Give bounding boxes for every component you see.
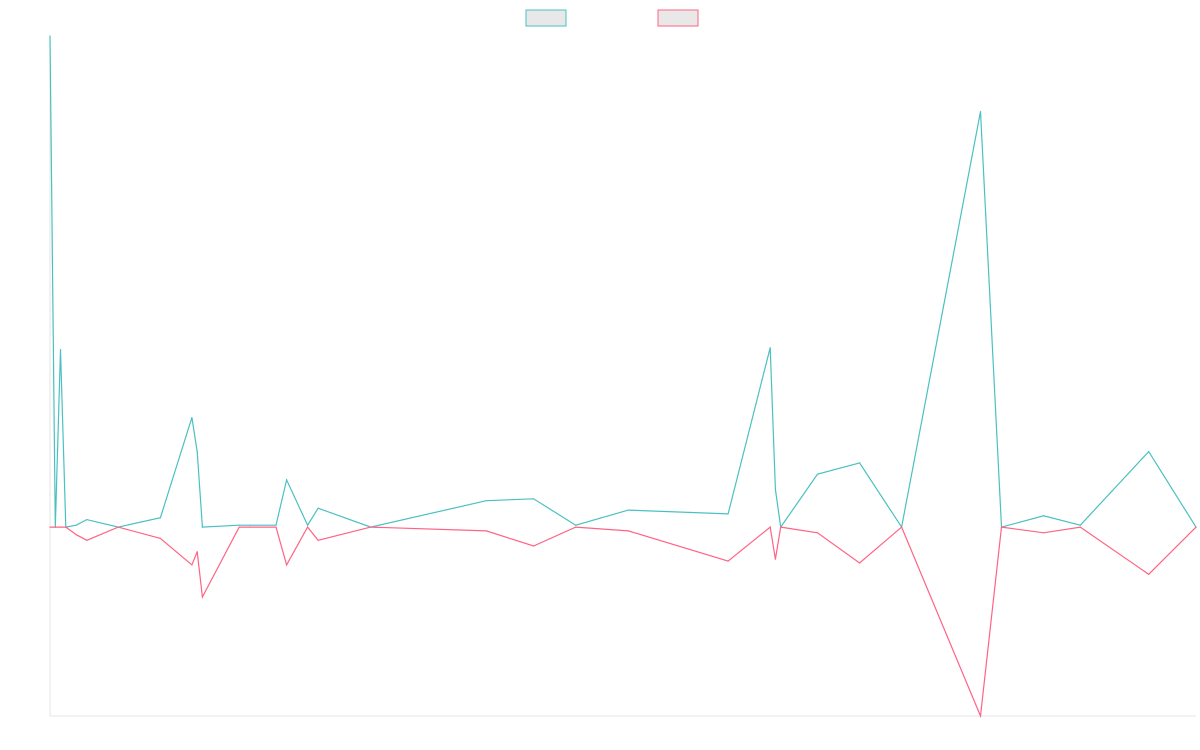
- series-2-point: [191, 564, 193, 566]
- legend[interactable]: [525, 9, 699, 27]
- series-2-point: [59, 526, 62, 528]
- series-2-point: [533, 545, 535, 547]
- series-2-point: [859, 562, 861, 564]
- series-1-point: [238, 524, 240, 526]
- series-1-point: [533, 498, 535, 500]
- series-2-point: [275, 526, 277, 528]
- series-1-point: [75, 524, 77, 526]
- series-2-point: [774, 558, 777, 560]
- series-2-point: [286, 564, 288, 566]
- series-1-point: [1148, 451, 1150, 453]
- series-2-point: [86, 539, 88, 541]
- series-2-point: [727, 560, 729, 562]
- series-2: [49, 525, 1197, 719]
- series-1-point: [191, 417, 193, 419]
- series-2-point: [54, 526, 56, 528]
- series-1: [49, 35, 1197, 529]
- series-1-point: [485, 500, 487, 502]
- series-1-point: [816, 473, 819, 475]
- legend-swatch-1[interactable]: [525, 9, 567, 27]
- series-1-point: [201, 526, 203, 528]
- legend-swatch-2[interactable]: [657, 9, 699, 27]
- series-2-point: [370, 526, 372, 528]
- plot-area: [49, 35, 1197, 719]
- series-1-point: [275, 524, 277, 526]
- series-1-line: [49, 35, 1197, 529]
- series-1-point: [317, 507, 319, 509]
- series-1-point: [307, 524, 309, 526]
- series-1-point: [159, 517, 161, 519]
- series-1-point: [249, 524, 251, 526]
- axes: [49, 36, 1196, 717]
- series-1-point: [627, 509, 629, 511]
- series-2-line: [50, 525, 1197, 719]
- series-2-point: [485, 530, 487, 532]
- series-2-point: [196, 551, 198, 553]
- series-2-point: [769, 526, 771, 528]
- series-1-point: [727, 513, 729, 515]
- series-2-point: [159, 537, 161, 540]
- series-2-point: [317, 539, 319, 541]
- series-2-point: [901, 526, 903, 528]
- series-2-point: [249, 526, 251, 528]
- series-1-point: [1043, 515, 1045, 517]
- series-2-point: [780, 526, 782, 528]
- series-1-point: [859, 462, 861, 464]
- series-2-point: [1043, 532, 1045, 534]
- series-2-point: [1195, 526, 1197, 528]
- series-1-point: [575, 524, 577, 526]
- series-1-point: [979, 111, 982, 113]
- series-2-point: [238, 526, 240, 528]
- series-2-point: [575, 526, 577, 528]
- series-2-point: [75, 534, 77, 536]
- series-1-point: [59, 349, 62, 351]
- series-2-point: [1079, 526, 1081, 528]
- series-2-point: [816, 532, 819, 534]
- series-2-point: [979, 715, 982, 717]
- series-1-point: [86, 519, 88, 521]
- series-2-point: [117, 526, 119, 528]
- series-1-point: [774, 488, 777, 490]
- series-1-point: [49, 35, 51, 37]
- series-2-point: [627, 530, 629, 532]
- series-2-point: [1000, 526, 1003, 528]
- series-1-point: [1079, 524, 1081, 526]
- series-2-point: [49, 526, 51, 528]
- series-2-point: [307, 526, 309, 528]
- series-2-point: [1148, 573, 1150, 575]
- series-1-point: [769, 347, 771, 349]
- series-1-point: [286, 479, 288, 481]
- series-1-point: [196, 451, 198, 453]
- series-2-point: [201, 596, 203, 598]
- series-2-point: [65, 526, 67, 528]
